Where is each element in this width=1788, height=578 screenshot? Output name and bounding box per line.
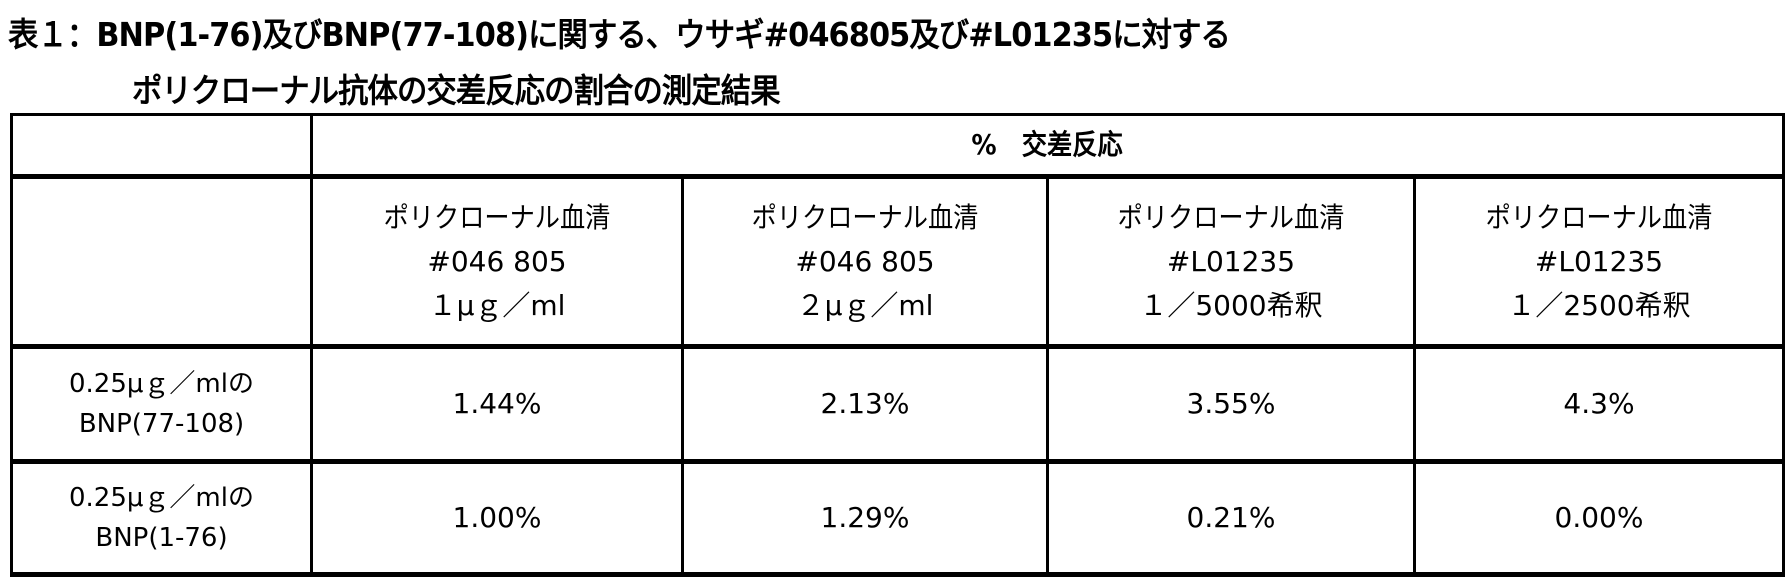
column-header-line: #046 805: [684, 240, 1046, 284]
value-cell: 1.29%: [683, 462, 1048, 575]
value-cell: 1.00%: [312, 462, 683, 575]
column-header: ポリクローナル血清 #046 805 ２μｇ／ml: [683, 177, 1048, 347]
column-header-line: ２μｇ／ml: [684, 284, 1046, 328]
column-header-line: １／5000希釈: [1049, 284, 1413, 328]
empty-corner-cell: [12, 115, 312, 177]
group-header-text: % 交差反応: [972, 123, 1123, 167]
cross-reactivity-table: % 交差反応 ポリクローナル血清 #046 805 １μｇ／ml ポリクローナル…: [10, 113, 1785, 577]
row-label-line: 0.25μｇ／mlの: [13, 364, 310, 404]
column-header: ポリクローナル血清 #L01235 １／2500希釈: [1415, 177, 1784, 347]
column-header-line: ポリクローナル血清: [1486, 196, 1713, 240]
group-header-row: % 交差反応: [12, 115, 1784, 177]
value-cell: 4.3%: [1415, 347, 1784, 462]
group-header-cell: % 交差反応: [312, 115, 1784, 177]
row-label-line: BNP(77-108): [13, 404, 310, 444]
column-header-line: １μｇ／ml: [313, 284, 681, 328]
value-cell: 1.44%: [312, 347, 683, 462]
table-title-line-2: ポリクローナル抗体の交差反応の割合の測定結果: [132, 64, 780, 112]
value-cell: 0.21%: [1048, 462, 1415, 575]
column-header-line: ポリクローナル血清: [752, 196, 979, 240]
value-cell: 0.00%: [1415, 462, 1784, 575]
table-row: 0.25μｇ／mlの BNP(77-108) 1.44% 2.13% 3.55%…: [12, 347, 1784, 462]
column-header: ポリクローナル血清 #046 805 １μｇ／ml: [312, 177, 683, 347]
column-header: ポリクローナル血清 #L01235 １／5000希釈: [1048, 177, 1415, 347]
row-label-line: 0.25μｇ／mlの: [13, 478, 310, 518]
column-header-line: ポリクローナル血清: [384, 196, 611, 240]
empty-row-label-cell: [12, 177, 312, 347]
column-header-line: #L01235: [1416, 240, 1782, 284]
table-row: 0.25μｇ／mlの BNP(1-76) 1.00% 1.29% 0.21% 0…: [12, 462, 1784, 575]
row-label-line: BNP(1-76): [13, 518, 310, 558]
value-cell: 3.55%: [1048, 347, 1415, 462]
row-label: 0.25μｇ／mlの BNP(77-108): [12, 347, 312, 462]
column-header-line: #L01235: [1049, 240, 1413, 284]
row-label: 0.25μｇ／mlの BNP(1-76): [12, 462, 312, 575]
column-header-line: #046 805: [313, 240, 681, 284]
column-header-line: １／2500希釈: [1416, 284, 1782, 328]
value-cell: 2.13%: [683, 347, 1048, 462]
column-header-line: ポリクローナル血清: [1118, 196, 1345, 240]
column-header-row: ポリクローナル血清 #046 805 １μｇ／ml ポリクローナル血清 #046…: [12, 177, 1784, 347]
table-title-line-1: 表１：BNP(1-76)及びBNP(77-108)に関する、ウサギ#046805…: [8, 8, 1230, 56]
